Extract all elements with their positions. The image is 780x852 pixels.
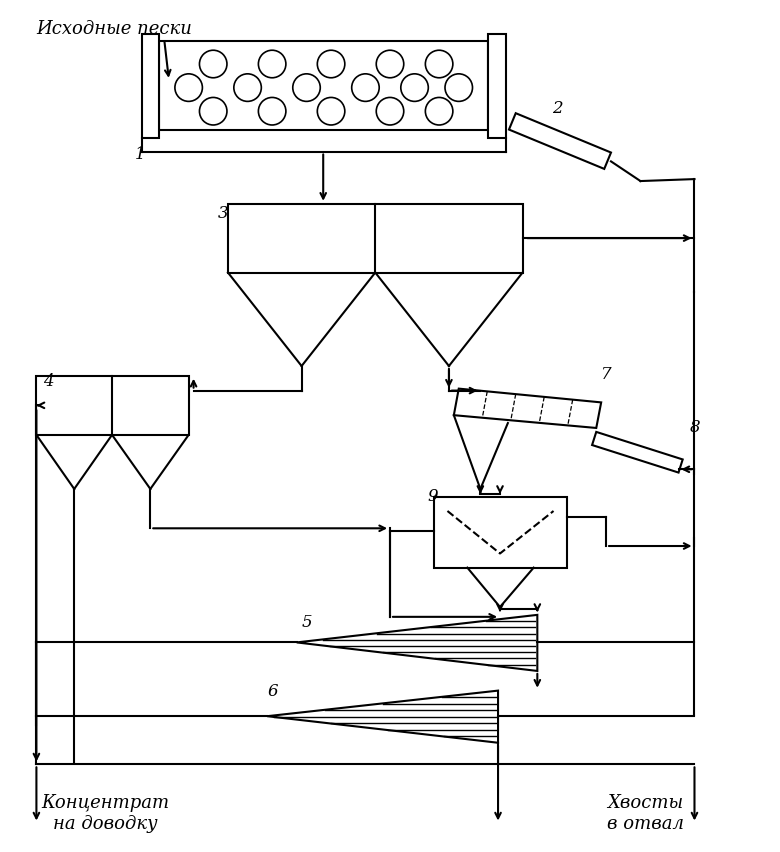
Text: 2: 2: [552, 101, 562, 118]
Text: 1: 1: [135, 147, 145, 164]
Bar: [434, 497, 567, 567]
Text: 4: 4: [43, 372, 54, 389]
Bar: [159, 42, 488, 130]
Text: 7: 7: [601, 366, 612, 383]
Text: 6: 6: [268, 682, 278, 699]
Bar: [141, 33, 159, 138]
Polygon shape: [268, 691, 498, 743]
Text: 9: 9: [427, 487, 438, 504]
Polygon shape: [296, 615, 537, 671]
Bar: [228, 204, 523, 273]
Polygon shape: [509, 113, 611, 169]
Polygon shape: [454, 389, 601, 428]
Bar: [37, 376, 189, 435]
Text: 3: 3: [218, 205, 229, 222]
Polygon shape: [592, 432, 682, 473]
Text: Концентрат
на доводку: Концентрат на доводку: [41, 794, 169, 833]
Text: 8: 8: [690, 419, 700, 436]
Text: Исходные пески: Исходные пески: [37, 20, 193, 37]
Text: Хвосты
в отвал: Хвосты в отвал: [607, 794, 684, 833]
Text: 5: 5: [302, 613, 312, 630]
Bar: [488, 33, 506, 138]
